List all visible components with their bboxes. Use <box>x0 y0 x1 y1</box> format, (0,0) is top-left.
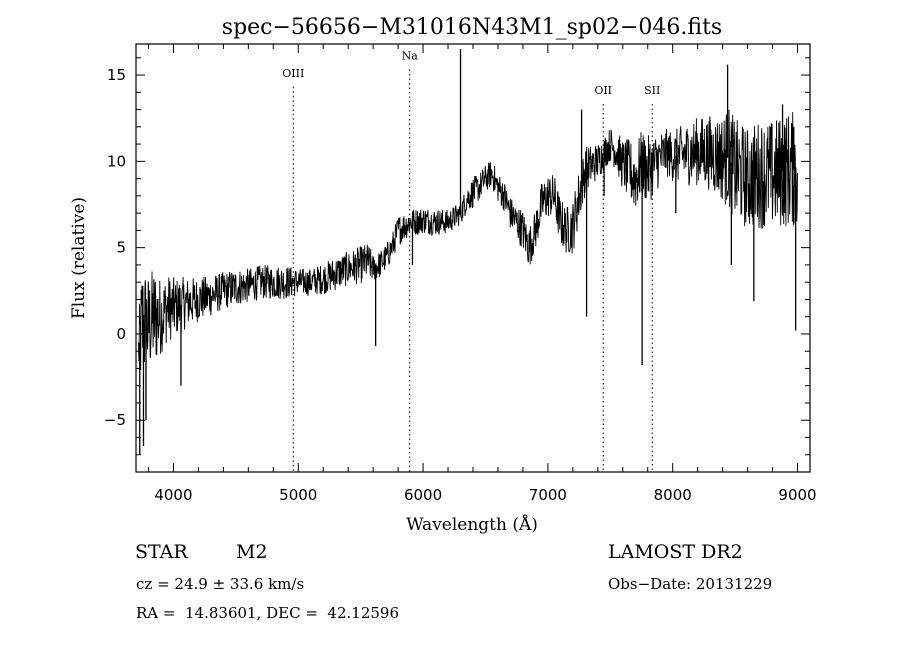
y-axis-label: Flux (relative) <box>69 197 89 319</box>
spectrum-spikes <box>139 49 797 455</box>
survey-name: LAMOST DR2 <box>608 541 743 563</box>
y-tick-label: 10 <box>107 152 126 170</box>
emission-line-label: SII <box>644 84 660 97</box>
velocity-readout: cz = 24.9 ± 33.6 km/s <box>136 575 305 593</box>
axis-ticks: 4000 5000 6000 7000 8000 9000 −5 0 5 10 15 <box>104 44 817 504</box>
emission-line-markers: OIII Na OII SII <box>282 50 660 472</box>
x-tick-label: 4000 <box>154 486 192 504</box>
x-tick-label: 5000 <box>279 486 317 504</box>
y-tick-label: 15 <box>107 66 126 84</box>
object-class: STAR <box>135 541 188 563</box>
y-tick-label: 0 <box>116 325 126 343</box>
emission-line-label: OII <box>594 84 612 97</box>
x-axis-label: Wavelength (Å) <box>406 514 538 535</box>
plot-frame <box>135 43 811 473</box>
x-tick-label: 9000 <box>778 486 816 504</box>
spectrum-line <box>138 109 798 371</box>
x-tick-label: 8000 <box>654 486 692 504</box>
emission-line-label: Na <box>402 50 419 63</box>
obs-date: Obs−Date: 20131229 <box>608 575 773 593</box>
chart-title: spec−56656−M31016N43M1_sp02−046.fits <box>222 15 722 40</box>
emission-line-label: OIII <box>282 67 304 80</box>
y-tick-label: −5 <box>104 411 126 429</box>
coordinates: RA = 14.83601, DEC = 42.12596 <box>136 604 400 622</box>
object-subclass: M2 <box>236 541 268 563</box>
x-tick-label: 7000 <box>529 486 567 504</box>
x-tick-label: 6000 <box>404 486 442 504</box>
y-tick-label: 5 <box>116 239 126 257</box>
